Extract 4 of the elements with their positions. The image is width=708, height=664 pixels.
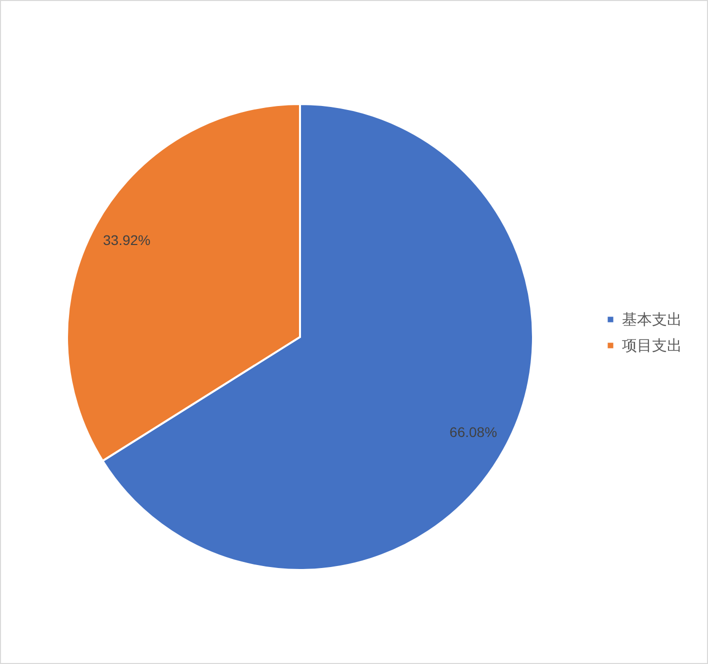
data-label: 66.08% bbox=[450, 424, 498, 440]
legend-label: 项目支出 bbox=[622, 336, 682, 354]
legend-label: 基本支出 bbox=[622, 310, 682, 328]
data-label: 33.92% bbox=[102, 232, 150, 248]
